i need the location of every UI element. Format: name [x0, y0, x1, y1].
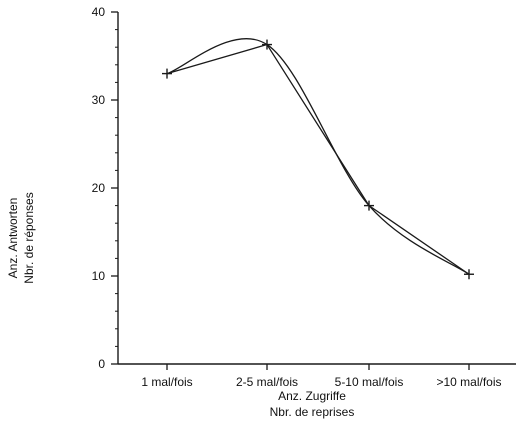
- axes: [117, 12, 516, 365]
- y-major-ticks: [111, 11, 118, 365]
- y-tick-label: 40: [92, 5, 106, 19]
- y-tick-label: 20: [92, 181, 106, 195]
- series-line-2: [166, 38, 470, 275]
- y-tick-label: 30: [92, 93, 106, 107]
- x-tick-label: 5-10 mal/fois: [335, 375, 404, 389]
- markers-layer: [162, 39, 474, 280]
- x-tick-label: 2-5 mal/fois: [236, 375, 298, 389]
- y-axis-title-line-1: Anz. Antworten: [6, 198, 20, 279]
- x-tick-labels: 1 mal/fois 2-5 mal/fois 5-10 mal/fois >10 m…: [141, 375, 501, 389]
- x-axis-title-line-2: Nbr. de reprises: [270, 405, 355, 419]
- data-point-marker: [464, 269, 474, 280]
- series-line-1: [166, 43, 470, 275]
- y-tick-label: 0: [98, 357, 105, 371]
- x-tick-marks: [166, 364, 470, 370]
- series-layer: [166, 38, 470, 275]
- data-point-marker: [262, 39, 272, 50]
- y-axis-title-line-2: Nbr. de réponses: [22, 192, 36, 283]
- y-tick-labels: 0 10 20 30 40: [92, 5, 106, 371]
- data-point-marker: [162, 68, 172, 79]
- x-tick-label: 1 mal/fois: [141, 375, 192, 389]
- x-axis-title-line-1: Anz. Zugriffe: [278, 389, 346, 403]
- data-point-marker: [364, 200, 374, 211]
- x-tick-label: >10 mal/fois: [436, 375, 501, 389]
- y-tick-label: 10: [92, 269, 106, 283]
